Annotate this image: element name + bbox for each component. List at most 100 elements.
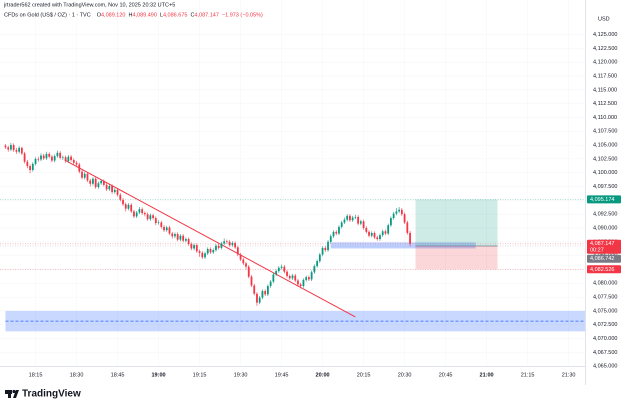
candle-body [275,271,277,275]
y-tick-label: 4,100.000 [593,170,617,176]
candle-body [26,161,29,167]
candle-body [157,222,160,224]
candle-body [130,204,133,212]
y-tick-label: 4,070.000 [593,336,617,342]
candle-body [105,184,108,190]
candle-body [302,279,305,287]
candle-body [34,158,37,164]
candle-body [59,152,62,158]
candle-body [182,235,185,241]
candle-body [327,241,329,251]
price-label: 4,082.526 [590,267,614,273]
brand: TradingView [22,389,81,400]
x-tick-label: 20:30 [398,372,412,378]
y-tick-label: 4,120.000 [593,60,617,66]
legend-value: 4,086.675 [163,12,187,18]
candle-body [368,231,370,236]
legend-value: 4,087.147 [194,12,218,18]
candle-body [247,266,250,277]
x-tick-label: 19:45 [275,372,289,378]
candle-body [384,231,387,234]
candle-body [250,276,253,286]
candle-body [100,181,103,184]
legend-key: C [190,12,194,18]
y-tick-label: 4,112.500 [593,101,617,107]
price-label: 4,086.742 [590,256,614,262]
candle-body [64,157,67,162]
price-label-bg [587,265,621,274]
candle-body [10,145,12,150]
logo-shape [13,390,19,398]
candle-body [48,153,51,157]
candle-body [321,247,324,255]
x-tick-label: 20:45 [439,372,453,378]
axes: 4,065.000 4,067.500 4,070.000 4,072.500 4,07… [29,32,621,378]
legend-key: L [160,12,163,18]
candle-body [297,280,299,285]
candle-body [29,166,31,170]
candle-body [335,231,338,234]
candle-body [174,234,176,237]
candle-body [266,286,269,295]
candle-body [143,213,146,215]
candle-body [258,297,261,303]
candle-body [220,243,223,248]
candle-body [264,291,267,295]
candle-body [308,277,310,280]
x-tick-label: 19:30 [234,372,248,378]
candle-body [146,214,149,220]
candle-body [176,234,179,240]
candle-body [122,199,124,205]
candle-body [23,153,26,162]
candle-body [245,263,247,267]
candle-body [239,254,242,260]
candle-body [179,235,182,240]
candle-body [171,233,174,237]
candle-body [108,185,111,190]
candle-body [75,162,78,165]
price-label: 4,095.174 [590,197,614,203]
y-tick-label: 4,097.500 [593,184,617,190]
candle-body [7,147,10,150]
price-label-bg [587,239,621,254]
legend-key: O [97,12,102,18]
candle-body [236,247,239,255]
candle-body [72,160,75,163]
candle-body [340,222,343,227]
candle-body [141,209,144,214]
price-label-bg [587,254,621,263]
candle-body [373,232,376,238]
candle-body [253,285,256,294]
candle-body [316,261,319,267]
candle-body [154,218,157,224]
candle-body [81,171,83,178]
candle-body [67,156,70,162]
price-label: 4,087.147 [590,241,614,247]
candle-body [343,219,346,223]
candle-body [212,250,215,253]
candle-body [184,239,187,241]
x-tick-label: 20:15 [357,372,371,378]
symbol: CFDs on Gold (US$ / OZ) · 1 · TVC [4,12,91,18]
candle-body [204,253,206,258]
candle-body [198,251,201,253]
candle-body [395,211,398,214]
y-tick-label: 4,075.000 [593,308,617,314]
candle-body [370,232,373,236]
candle-body [45,153,48,159]
candle-body [313,266,316,273]
x-tick-label: 19:15 [193,372,207,378]
candle-body [349,215,351,221]
candle-body [269,281,272,287]
candle-body [127,204,130,209]
x-tick-label: 20:00 [316,372,330,378]
candle-body [165,227,168,231]
drawings [0,160,586,332]
y-tick-label: 4,080.000 [593,281,617,287]
candle-body [86,173,89,181]
candle-body [94,178,97,188]
candle-body [209,249,212,253]
candle-body [403,214,406,223]
candle-body [310,272,313,280]
